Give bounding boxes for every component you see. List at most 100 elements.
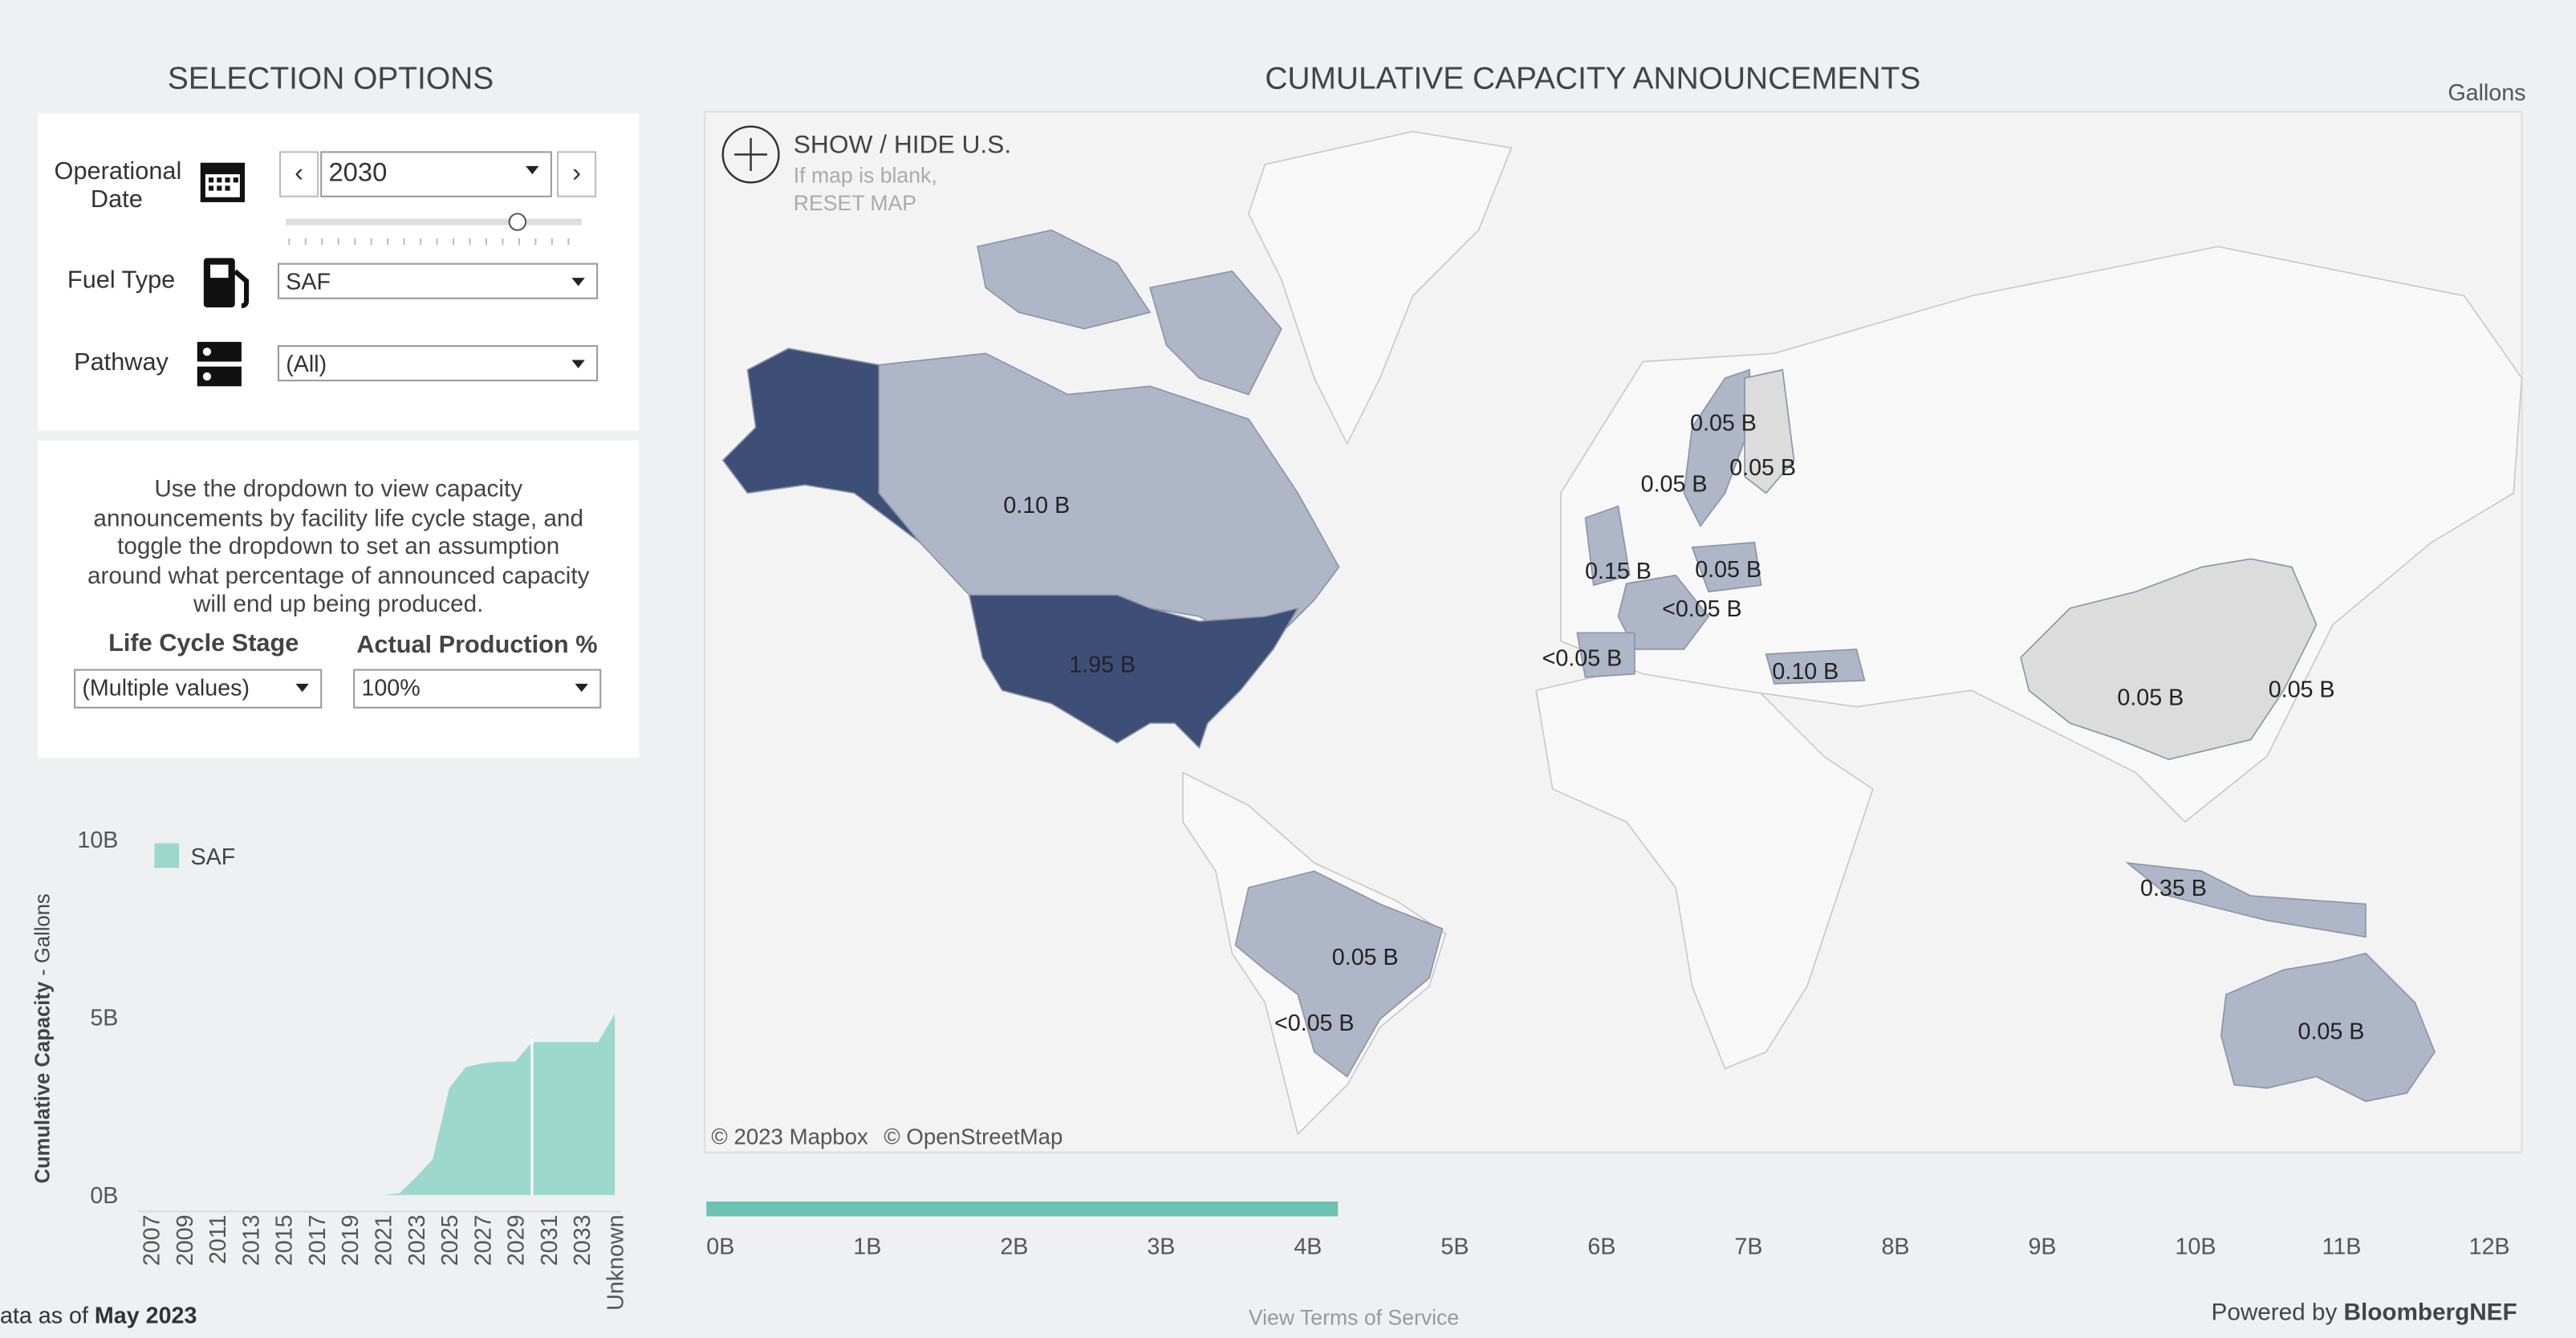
production-label: Actual Production % — [356, 631, 598, 660]
x-tick-label: 2017 — [305, 1214, 331, 1266]
toggle-label[interactable]: SHOW / HIDE U.S. — [794, 129, 1011, 158]
x-tick-label: 6B — [1587, 1234, 1615, 1260]
area-chart: Cumulative Capacity - Gallons 0B 5B 10B SAF… — [31, 828, 628, 1311]
x-tick-label: 2B — [1000, 1234, 1028, 1260]
calendar-icon — [200, 162, 246, 202]
toggle-button[interactable] — [721, 125, 780, 184]
area — [151, 1013, 616, 1195]
pathway-icon — [197, 341, 242, 387]
label: Operational — [54, 157, 182, 186]
x-tick-label: 2027 — [470, 1214, 496, 1266]
region-label: 0.10 B — [1003, 493, 1070, 519]
region-label: 0.35 B — [2140, 876, 2207, 901]
x-tick-label: 1B — [853, 1234, 881, 1260]
hint: If map is blank, — [794, 163, 937, 187]
pathway-dropdown[interactable]: (All) — [277, 345, 599, 382]
x-tick-label: 2033 — [570, 1214, 595, 1266]
info-line: announcements by facility life cycle sta… — [93, 505, 583, 532]
region-label: 0.10 B — [1772, 659, 1839, 685]
region-label: 0.05 B — [2298, 1019, 2365, 1044]
credit: Powered by BloombergNEF — [2212, 1300, 2517, 1327]
date-dropdown[interactable]: 2030 — [320, 151, 552, 197]
x-tick-label: 2019 — [338, 1214, 364, 1266]
x-tick-label: 3B — [1147, 1234, 1175, 1260]
map-unit: Gallons — [2448, 79, 2526, 106]
date: May 2023 — [94, 1301, 197, 1328]
hint: RESET MAP — [794, 191, 916, 215]
y-axis-label: Cumulative Capacity - Gallons — [31, 893, 54, 1183]
x-tick-label: 2013 — [238, 1214, 264, 1266]
label: Powered by — [2211, 1299, 2338, 1327]
x-tick-label: 2011 — [205, 1214, 231, 1264]
stage-dropdown[interactable]: (Multiple values) — [74, 669, 323, 709]
legend-label: SAF — [190, 844, 235, 870]
x-tick-label: 9B — [2028, 1234, 2056, 1260]
region-label: <0.05 B — [1542, 645, 1623, 671]
attribution: © 2023 Mapbox — [711, 1124, 868, 1149]
y-tick-label: 10B — [77, 828, 118, 853]
region-label: 1.95 B — [1069, 653, 1136, 678]
x-tick-label: 11B — [2322, 1234, 2362, 1260]
y-tick-label: 5B — [90, 1006, 118, 1031]
fuel-icon — [203, 258, 250, 308]
terms-link[interactable]: View Terms of Service — [1248, 1305, 1460, 1330]
brand: BloombergNEF — [2343, 1299, 2517, 1327]
x-tick-label: 8B — [1881, 1234, 1909, 1260]
region-label: 0.05 B — [1729, 455, 1796, 481]
region-label: 0.05 B — [1332, 945, 1399, 970]
x-tick-label: 2029 — [504, 1214, 530, 1266]
unit: - Gallons — [31, 893, 54, 975]
region-label: 0.05 B — [2269, 677, 2335, 702]
x-tick-label: 2023 — [404, 1214, 430, 1266]
next-button[interactable]: › — [557, 151, 597, 197]
info-line: around what percentage of announced capa… — [87, 563, 590, 590]
info-line: Use the dropdown to view capacity — [154, 476, 523, 503]
x-tick-label: 2025 — [437, 1214, 463, 1266]
toggle-icon — [734, 138, 768, 171]
bar-chart: 0B 1B 2B 3B 4B 5B 6B 7B 8B 9B 10B 11B 12B — [706, 1202, 2510, 1260]
x-tick-label: 0B — [706, 1234, 734, 1260]
regions — [721, 229, 2436, 1102]
region-label: 0.05 B — [1690, 411, 1757, 437]
region-label: 0.05 B — [1695, 557, 1761, 583]
y-tick-label: 0B — [90, 1183, 118, 1209]
production-dropdown[interactable]: 100% — [353, 669, 602, 709]
x-tick-label: 10B — [2175, 1234, 2216, 1260]
label: ata as of — [0, 1301, 88, 1328]
region-label: <0.05 B — [1662, 596, 1742, 622]
date-label: Operational Date — [54, 157, 182, 214]
region-label: <0.05 B — [1274, 1011, 1355, 1036]
stage-label: Life Cycle Stage — [108, 629, 299, 658]
x-tick-label: 2021 — [371, 1214, 396, 1266]
panel-title: SELECTION OPTIONS — [167, 62, 494, 97]
prev-button[interactable]: ‹ — [279, 151, 319, 197]
bar — [706, 1202, 1339, 1217]
region-label: 0.05 B — [2117, 685, 2184, 711]
region-label: 0.15 B — [1585, 559, 1652, 584]
data-date: ata as of May 2023 — [0, 1302, 197, 1328]
legend-swatch — [154, 843, 180, 868]
info-text: Use the dropdown to view capacity announc… — [38, 477, 639, 620]
fuel-label: Fuel Type — [67, 266, 176, 295]
x-tick-label: 4B — [1294, 1234, 1322, 1260]
label: Date — [90, 185, 143, 214]
x-tick-label: 2015 — [272, 1214, 298, 1266]
x-tick-label: Unknown — [603, 1214, 628, 1310]
x-tick-label: 2007 — [140, 1214, 165, 1266]
x-tick-label: 7B — [1734, 1234, 1762, 1260]
attribution: © OpenStreetMap — [884, 1124, 1062, 1149]
info-line: toggle the dropdown to set an assumption — [117, 534, 560, 561]
x-tick-label: 5B — [1440, 1234, 1469, 1260]
x-tick-label: 2009 — [173, 1214, 198, 1266]
x-tick-label: 2031 — [537, 1214, 563, 1266]
region-label: 0.05 B — [1641, 471, 1708, 497]
fuel-dropdown[interactable]: SAF — [277, 262, 599, 299]
x-tick-label: 12B — [2469, 1234, 2510, 1260]
label: Cumulative Capacity — [31, 981, 54, 1183]
date-slider[interactable] — [279, 210, 591, 246]
pathway-label: Pathway — [74, 348, 169, 376]
info-line: will end up being produced. — [193, 592, 484, 619]
map-title: CUMULATIVE CAPACITY ANNOUNCEMENTS — [1265, 62, 1921, 97]
